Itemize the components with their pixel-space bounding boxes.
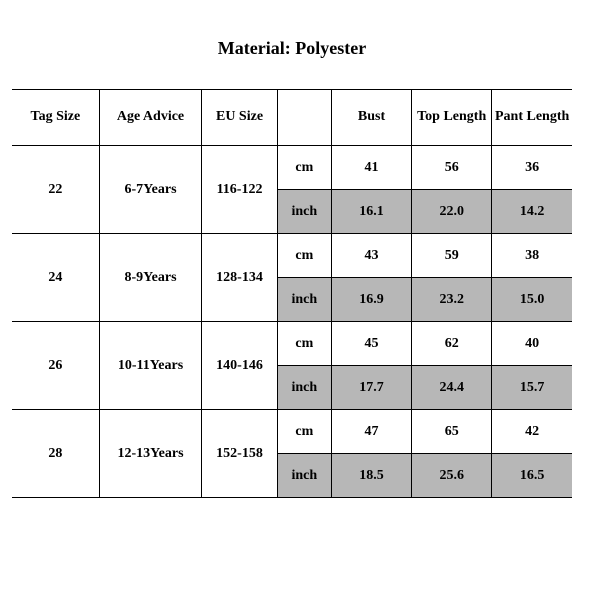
cell-bust: 45 bbox=[331, 322, 411, 366]
cell-unit-inch: inch bbox=[277, 366, 331, 410]
col-age-advice: Age Advice bbox=[99, 90, 202, 146]
cell-pant-len: 38 bbox=[492, 234, 572, 278]
cell-eu-size: 140-146 bbox=[202, 322, 277, 410]
col-eu-size: EU Size bbox=[202, 90, 277, 146]
cell-unit-cm: cm bbox=[277, 234, 331, 278]
cell-age-advice: 8-9Years bbox=[99, 234, 202, 322]
cell-bust: 41 bbox=[331, 146, 411, 190]
cell-eu-size: 152-158 bbox=[202, 410, 277, 498]
cell-bust: 17.7 bbox=[331, 366, 411, 410]
cell-bust: 16.9 bbox=[331, 278, 411, 322]
col-top-length: Top Length bbox=[412, 90, 492, 146]
cell-top-len: 59 bbox=[412, 234, 492, 278]
cell-tag-size: 22 bbox=[12, 146, 99, 234]
cell-eu-size: 128-134 bbox=[202, 234, 277, 322]
table-row: 28 12-13Years 152-158 cm 47 65 42 bbox=[12, 410, 572, 454]
table-header-row: Tag Size Age Advice EU Size Bust Top Len… bbox=[12, 90, 572, 146]
cell-bust: 18.5 bbox=[331, 454, 411, 498]
size-chart-page: Material: Polyester Tag Size Age Advice … bbox=[0, 0, 600, 498]
cell-top-len: 56 bbox=[412, 146, 492, 190]
cell-age-advice: 10-11Years bbox=[99, 322, 202, 410]
cell-unit-cm: cm bbox=[277, 146, 331, 190]
cell-tag-size: 28 bbox=[12, 410, 99, 498]
col-unit bbox=[277, 90, 331, 146]
table-row: 22 6-7Years 116-122 cm 41 56 36 bbox=[12, 146, 572, 190]
cell-pant-len: 14.2 bbox=[492, 190, 572, 234]
cell-top-len: 22.0 bbox=[412, 190, 492, 234]
cell-unit-inch: inch bbox=[277, 190, 331, 234]
page-title: Material: Polyester bbox=[12, 38, 572, 59]
cell-top-len: 23.2 bbox=[412, 278, 492, 322]
cell-unit-inch: inch bbox=[277, 454, 331, 498]
table-body: 22 6-7Years 116-122 cm 41 56 36 inch 16.… bbox=[12, 146, 572, 498]
table-row: 26 10-11Years 140-146 cm 45 62 40 bbox=[12, 322, 572, 366]
cell-unit-inch: inch bbox=[277, 278, 331, 322]
cell-tag-size: 24 bbox=[12, 234, 99, 322]
cell-pant-len: 36 bbox=[492, 146, 572, 190]
col-bust: Bust bbox=[331, 90, 411, 146]
cell-tag-size: 26 bbox=[12, 322, 99, 410]
cell-bust: 16.1 bbox=[331, 190, 411, 234]
cell-top-len: 24.4 bbox=[412, 366, 492, 410]
table-row: 24 8-9Years 128-134 cm 43 59 38 bbox=[12, 234, 572, 278]
cell-pant-len: 15.0 bbox=[492, 278, 572, 322]
size-chart-table: Tag Size Age Advice EU Size Bust Top Len… bbox=[12, 89, 572, 498]
col-pant-length: Pant Length bbox=[492, 90, 572, 146]
col-tag-size: Tag Size bbox=[12, 90, 99, 146]
cell-top-len: 65 bbox=[412, 410, 492, 454]
cell-bust: 43 bbox=[331, 234, 411, 278]
cell-unit-cm: cm bbox=[277, 410, 331, 454]
cell-top-len: 25.6 bbox=[412, 454, 492, 498]
cell-age-advice: 12-13Years bbox=[99, 410, 202, 498]
cell-age-advice: 6-7Years bbox=[99, 146, 202, 234]
cell-pant-len: 40 bbox=[492, 322, 572, 366]
cell-bust: 47 bbox=[331, 410, 411, 454]
cell-top-len: 62 bbox=[412, 322, 492, 366]
cell-eu-size: 116-122 bbox=[202, 146, 277, 234]
cell-pant-len: 16.5 bbox=[492, 454, 572, 498]
cell-unit-cm: cm bbox=[277, 322, 331, 366]
cell-pant-len: 15.7 bbox=[492, 366, 572, 410]
cell-pant-len: 42 bbox=[492, 410, 572, 454]
